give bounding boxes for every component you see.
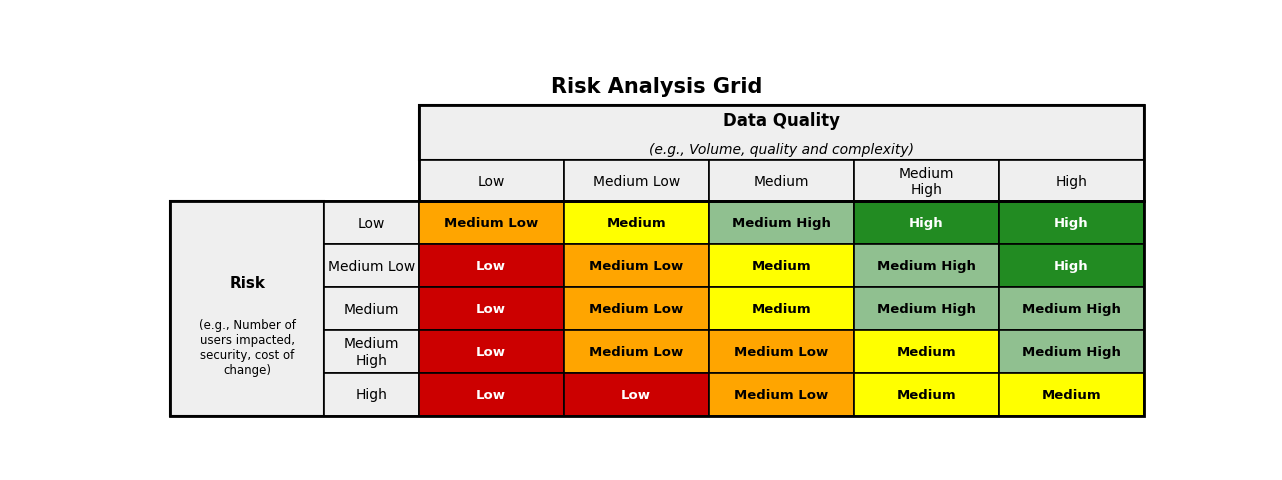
Text: High: High (1054, 260, 1088, 273)
Text: Low: Low (477, 174, 505, 189)
Bar (564, 330, 709, 373)
Text: (e.g., Volume, quality and complexity): (e.g., Volume, quality and complexity) (649, 143, 914, 157)
Text: Medium Low: Medium Low (328, 259, 415, 273)
Text: Low: Low (476, 345, 506, 358)
Text: Medium Low: Medium Low (588, 345, 683, 358)
Text: Medium Low: Medium Low (444, 216, 538, 229)
Bar (564, 373, 709, 416)
Text: Medium High: Medium High (732, 216, 831, 229)
Bar (999, 373, 1144, 416)
Text: High: High (1054, 216, 1088, 229)
Text: Medium High: Medium High (877, 260, 976, 273)
Bar (709, 245, 854, 288)
Bar (171, 202, 324, 416)
Text: Medium High: Medium High (877, 302, 976, 315)
Bar (324, 330, 418, 373)
Text: Medium Low: Medium Low (588, 260, 683, 273)
Bar (854, 245, 999, 288)
Text: Medium
High: Medium High (899, 167, 954, 196)
Bar (564, 288, 709, 330)
Text: Medium: Medium (896, 345, 956, 358)
Text: Medium Low: Medium Low (735, 345, 828, 358)
Bar (418, 373, 564, 416)
Text: Medium: Medium (1041, 388, 1101, 401)
Bar (854, 288, 999, 330)
Text: Medium High: Medium High (1022, 345, 1120, 358)
Bar (709, 373, 854, 416)
Bar (564, 245, 709, 288)
Bar (418, 106, 1144, 202)
Bar (324, 202, 418, 245)
Text: High: High (355, 388, 387, 402)
Text: Medium High: Medium High (1022, 302, 1120, 315)
Bar (999, 330, 1144, 373)
Bar (709, 161, 854, 202)
Text: Medium: Medium (896, 388, 956, 401)
Text: Medium: Medium (754, 174, 809, 189)
Bar (324, 373, 418, 416)
Text: High: High (909, 216, 944, 229)
Text: Low: Low (476, 302, 506, 315)
Text: Medium
High: Medium High (344, 337, 399, 367)
Bar (418, 288, 564, 330)
Text: Medium: Medium (751, 302, 812, 315)
Text: Low: Low (358, 216, 385, 230)
Bar (999, 288, 1144, 330)
Text: Medium: Medium (606, 216, 665, 229)
Bar (854, 202, 999, 245)
Text: (e.g., Number of
users impacted,
security, cost of
change): (e.g., Number of users impacted, securit… (199, 319, 296, 376)
Text: Medium Low: Medium Low (592, 174, 679, 189)
Bar (709, 330, 854, 373)
Bar (418, 202, 564, 245)
Bar (854, 330, 999, 373)
Text: Medium Low: Medium Low (588, 302, 683, 315)
Text: Medium Low: Medium Low (735, 388, 828, 401)
Text: Low: Low (476, 388, 506, 401)
Bar (854, 161, 999, 202)
Bar (564, 161, 709, 202)
Text: Medium: Medium (344, 302, 399, 316)
Text: Medium: Medium (751, 260, 812, 273)
Text: Risk Analysis Grid: Risk Analysis Grid (551, 77, 763, 97)
Bar (418, 245, 564, 288)
Bar (418, 330, 564, 373)
Text: Low: Low (476, 260, 506, 273)
Bar (564, 202, 709, 245)
Bar (999, 245, 1144, 288)
Bar (709, 288, 854, 330)
Text: Data Quality: Data Quality (723, 112, 840, 130)
Bar (999, 161, 1144, 202)
Bar (854, 373, 999, 416)
Bar (171, 202, 1144, 416)
Text: Low: Low (622, 388, 651, 401)
Bar (418, 106, 1144, 161)
Bar (418, 161, 564, 202)
Bar (709, 202, 854, 245)
Bar (999, 202, 1144, 245)
Bar (324, 245, 418, 288)
Bar (324, 288, 418, 330)
Text: Risk: Risk (229, 276, 265, 291)
Text: High: High (1055, 174, 1087, 189)
